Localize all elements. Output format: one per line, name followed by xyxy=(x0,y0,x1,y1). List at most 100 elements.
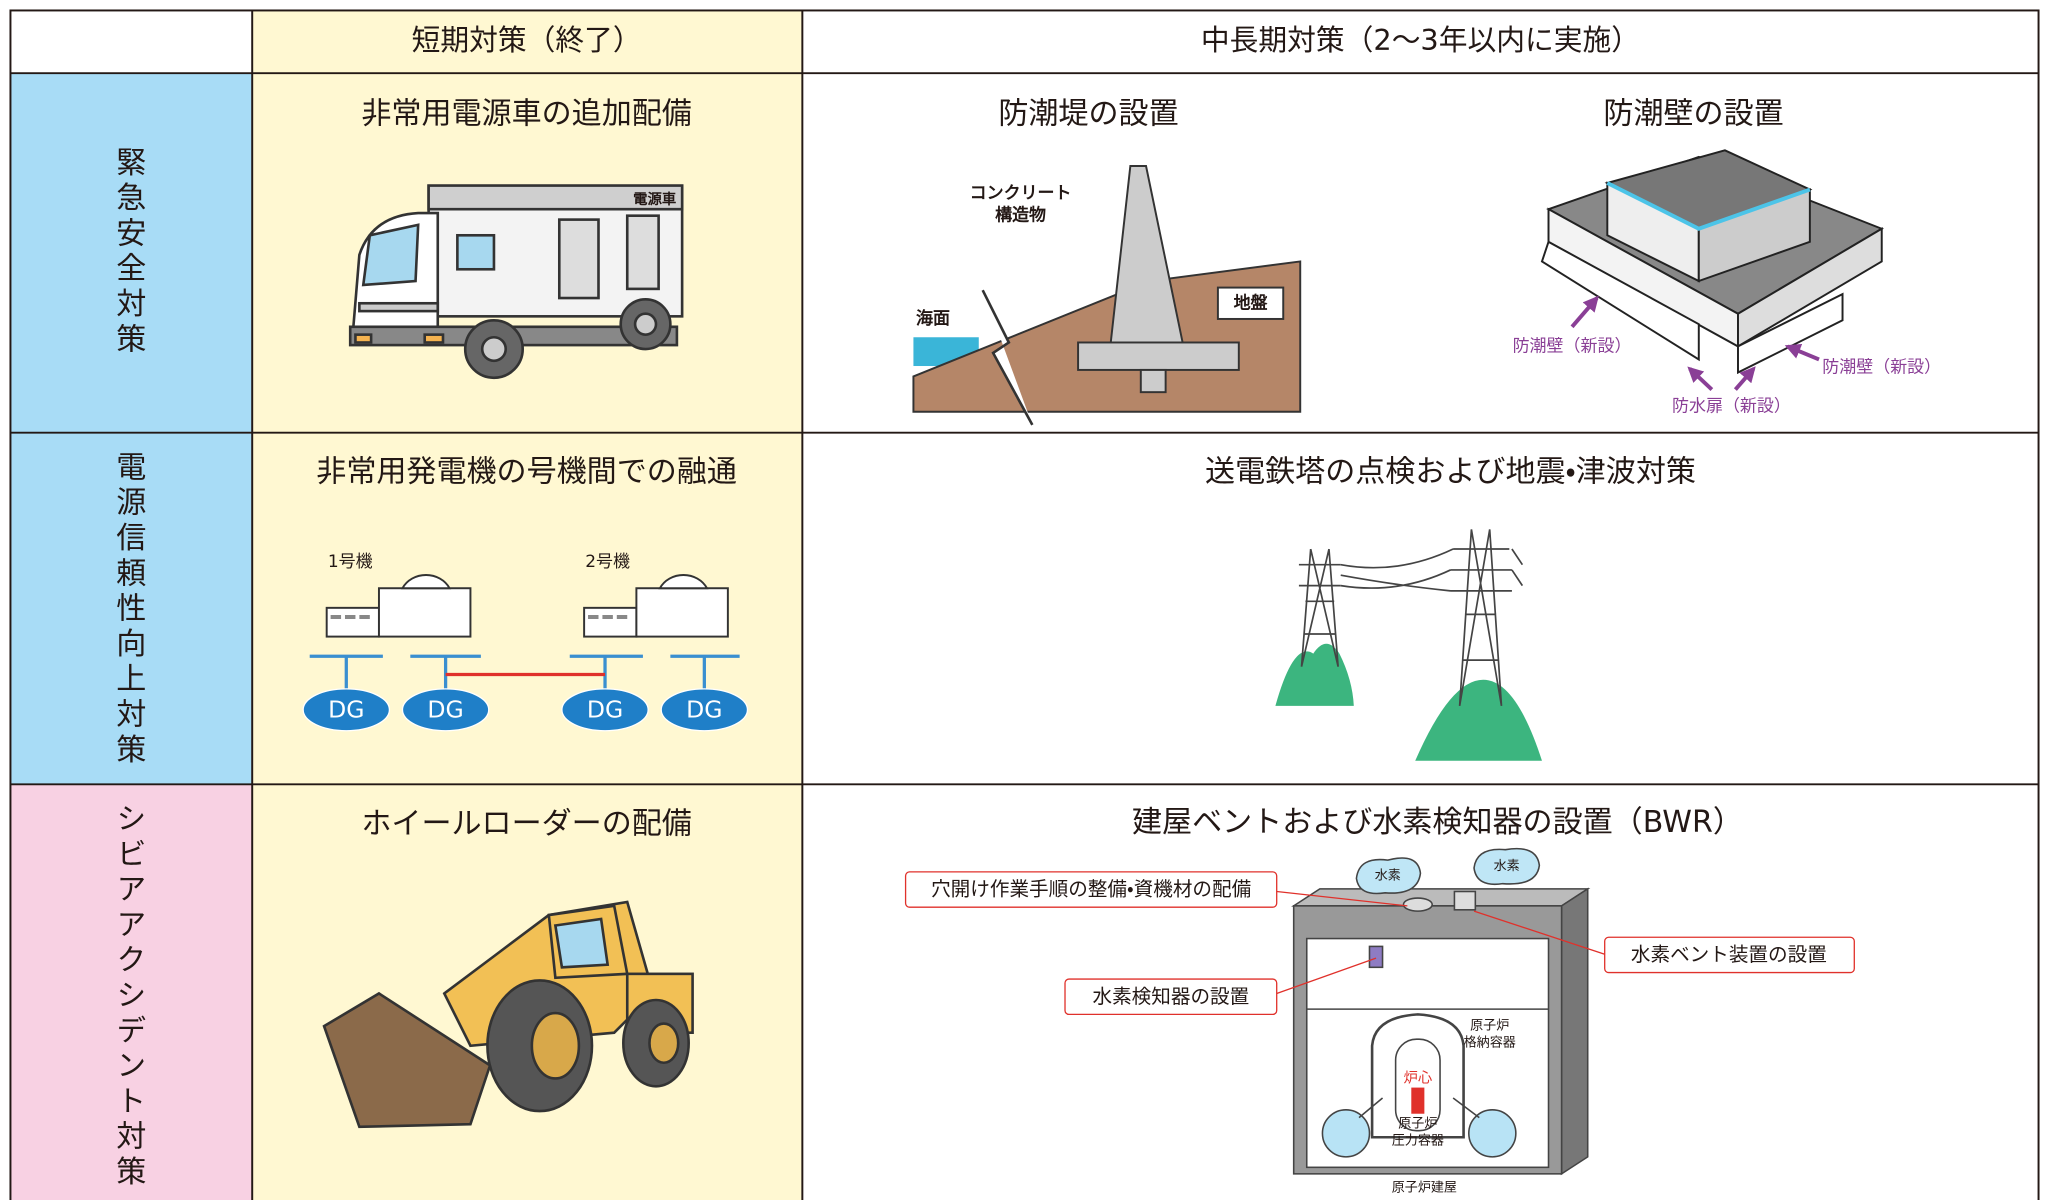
reactor-building-illustration-part xyxy=(1452,1097,1480,1119)
loader-illustration-part xyxy=(322,991,492,1129)
reactor-building-illustration-part xyxy=(1453,890,1477,911)
callouts-part xyxy=(904,871,1278,908)
tower-illustration-part xyxy=(1275,643,1354,706)
power-truck-illustration-part xyxy=(361,223,420,287)
header-cell: 中長期対策（2～3年以内に実施） xyxy=(1201,23,1640,57)
cell-title: 送電鉄塔の点検および地震・津波対策 xyxy=(1205,455,1696,490)
tower-illustration-part-part xyxy=(1458,529,1503,707)
tower-illustration xyxy=(1275,529,1542,761)
power-truck-illustration-part xyxy=(358,301,440,313)
cell-title: 建屋ベントおよび水素検知器の設置（BWR） xyxy=(1132,805,1743,840)
reactor-building-illustration-part xyxy=(1358,1097,1384,1119)
callout-label: 水素検知器の設置 xyxy=(1092,985,1249,1008)
illustration-label: 防水扉（新設） xyxy=(1672,397,1791,417)
callouts-part xyxy=(1276,957,1377,995)
dg-units-part xyxy=(401,688,490,732)
loader-illustration-part xyxy=(648,1022,680,1065)
power-truck-illustration-part xyxy=(423,333,445,344)
reactor-building-illustration-part xyxy=(1411,1087,1425,1114)
dg-label: DG xyxy=(686,696,722,724)
illustration-label: 原子炉 xyxy=(1398,1117,1437,1132)
reactor-building-illustration xyxy=(1291,847,1591,1176)
bus-lines xyxy=(309,654,740,691)
power-truck-illustration-part xyxy=(557,218,600,300)
illustration-label: 格納容器 xyxy=(1464,1035,1516,1051)
illustration-label: 2号機 xyxy=(585,552,630,572)
power-truck-illustration-part xyxy=(456,233,496,271)
building-wall-illustration-part xyxy=(1606,181,1811,231)
power-truck-illustration-part xyxy=(625,214,660,291)
power-truck-illustration-part xyxy=(633,312,658,336)
row-label: 緊急安全対策 xyxy=(110,146,146,358)
generator-diagram xyxy=(325,573,729,638)
illustration-label: 1号機 xyxy=(328,552,373,572)
arrows-part xyxy=(1784,343,1820,362)
generator-diagram-part xyxy=(583,606,638,638)
generator-diagram-part xyxy=(325,606,380,638)
illustration-label: 地盤 xyxy=(1234,292,1269,313)
cell-title: ホイールローダーの配備 xyxy=(361,806,691,841)
building-wall-illustration-part xyxy=(1737,227,1883,349)
cell-backgrounds-part xyxy=(10,73,253,785)
building-wall-illustration-part xyxy=(1540,240,1700,362)
illustration-label: 水素 xyxy=(1494,859,1520,874)
cell-title: 非常用発電機の号機間での融通 xyxy=(316,455,737,490)
dg-units-part xyxy=(561,688,649,732)
table-grid xyxy=(9,9,2040,1200)
header-cell: 短期対策（終了） xyxy=(412,23,642,57)
illustration-label: 原子炉 xyxy=(1470,1019,1509,1034)
power-truck-illustration-part xyxy=(427,184,684,211)
row-label: シビアアクシデント対策 xyxy=(110,803,146,1191)
dg-label: DG xyxy=(328,696,364,724)
cell-title: 防潮堤の設置 xyxy=(998,97,1178,132)
reactor-building-illustration-part xyxy=(1473,847,1541,886)
illustration-label: 電源車 xyxy=(633,190,676,208)
illustration-label: コンクリート xyxy=(970,183,1072,203)
illustration-label: 防潮壁（新設） xyxy=(1513,336,1632,356)
illustration-label: 炉心 xyxy=(1403,1069,1432,1086)
reactor-building-illustration-part xyxy=(1394,1038,1441,1132)
tower-illustration-part-part xyxy=(1340,548,1524,592)
illustration-label: 防潮壁（新設） xyxy=(1822,357,1941,377)
reactor-building-illustration-part xyxy=(1468,1109,1517,1158)
row-label: 電源信頼性向上対策 xyxy=(110,451,146,769)
building-wall-illustration-part xyxy=(1737,292,1844,375)
reactor-building-illustration-part xyxy=(1355,857,1422,895)
generator-diagram-part xyxy=(635,587,729,638)
reactor-building-illustration-part xyxy=(1291,888,1591,907)
callouts-part xyxy=(1604,936,1855,974)
generator-diagram-part xyxy=(400,573,452,590)
illustration-label: 圧力容器 xyxy=(1392,1134,1444,1149)
dg-units-part xyxy=(660,688,749,732)
dg-units-part xyxy=(302,688,391,732)
callouts-part xyxy=(1473,910,1605,955)
callouts-part xyxy=(1276,890,1408,907)
seawall-illustration-part xyxy=(912,260,1302,413)
tower-illustration-part-part xyxy=(1298,563,1341,587)
power-truck-illustration-part xyxy=(480,335,508,363)
reactor-building-illustration-part xyxy=(1560,887,1589,1176)
cell-backgrounds-part xyxy=(10,784,253,1200)
arrows-part xyxy=(1570,295,1599,329)
callouts-part xyxy=(1064,978,1278,1016)
callout-label: 穴開け作業手順の整備・資機材の配備 xyxy=(931,878,1251,901)
cell-title: 防潮壁の設置 xyxy=(1603,97,1783,132)
generator-diagram-part xyxy=(377,587,472,638)
table-grid-part xyxy=(9,9,2040,1200)
seawall-illustration-part xyxy=(1216,286,1285,320)
arrows-part xyxy=(1733,366,1756,391)
loader-illustration-part xyxy=(530,1011,581,1080)
illustration-label: 水素 xyxy=(1375,868,1401,883)
illustration-label: 原子炉建屋 xyxy=(1392,1181,1457,1196)
building-wall-illustration xyxy=(1540,149,1884,375)
power-truck-illustration xyxy=(348,184,684,380)
illustration-label: 海面 xyxy=(916,308,950,329)
callouts xyxy=(904,871,1855,1016)
seawall-illustration-part xyxy=(1077,341,1240,371)
arrows-part xyxy=(1687,366,1714,391)
loader-illustration-part xyxy=(553,917,610,969)
seawall-illustration-part xyxy=(1109,165,1184,344)
dg-label: DG xyxy=(427,696,463,724)
